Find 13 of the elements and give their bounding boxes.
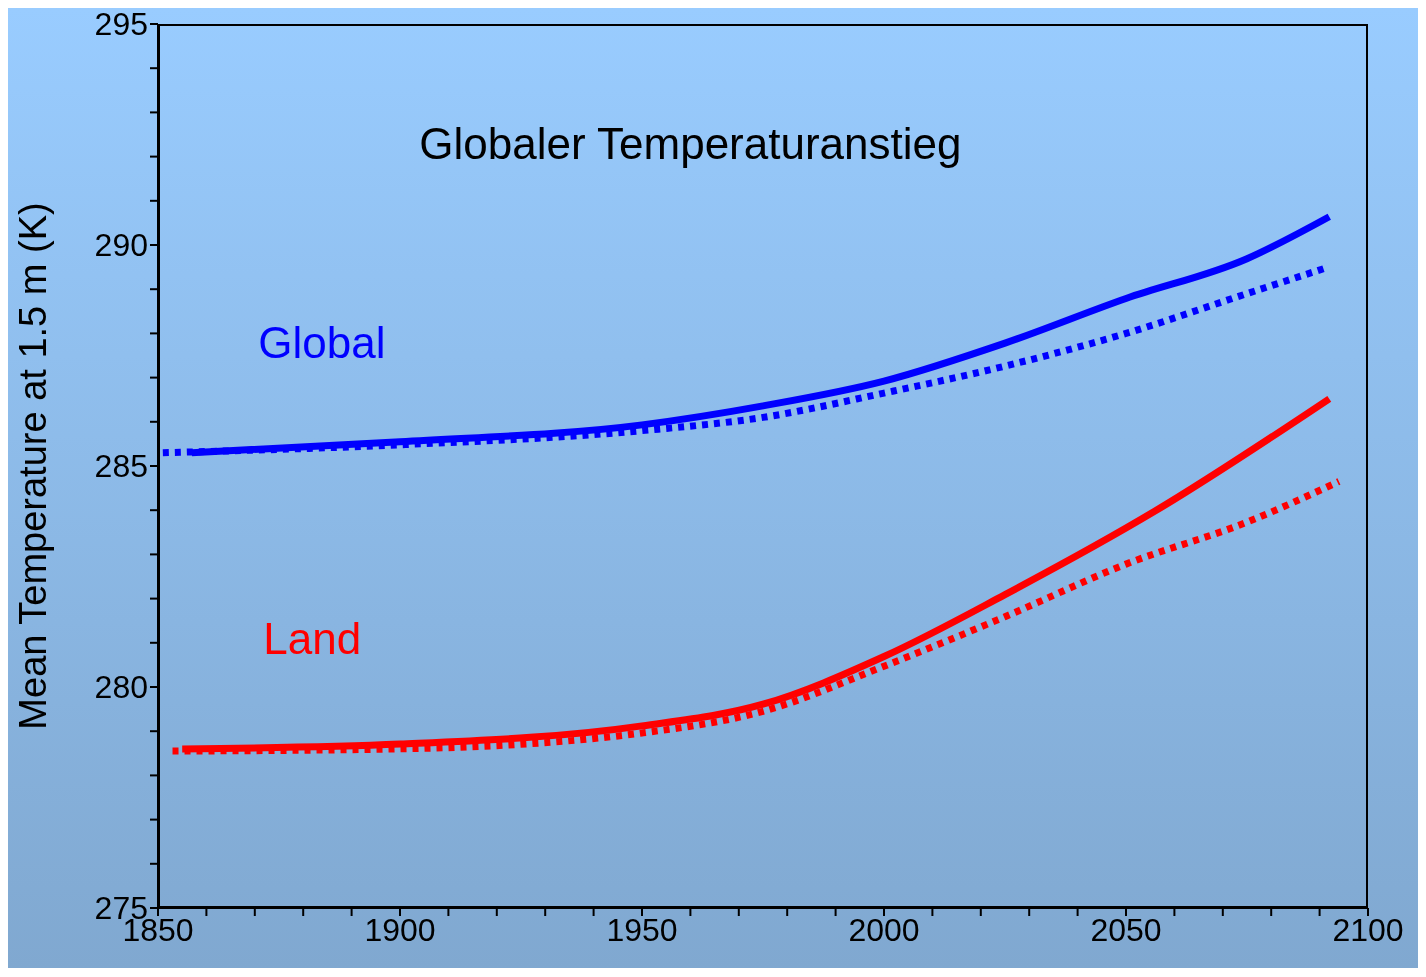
y-tick-label: 295 [94, 6, 148, 43]
y-tick-label: 280 [94, 669, 148, 706]
y-tick-label: 285 [94, 448, 148, 485]
y-axis-title: Mean Temperature at 1.5 m (K) [12, 202, 55, 730]
x-tick-label: 2100 [1332, 911, 1404, 948]
x-tick-label: 1950 [606, 911, 678, 948]
x-tick-label: 1900 [364, 911, 436, 948]
text: Globaler Temperaturanstieg [418, 119, 963, 169]
series-label: Global [258, 317, 386, 367]
series-label: Land [263, 613, 362, 663]
x-tick-label: 2000 [848, 911, 920, 948]
x-tick-label: 2050 [1090, 911, 1162, 948]
y-tick-label: 290 [94, 227, 148, 264]
